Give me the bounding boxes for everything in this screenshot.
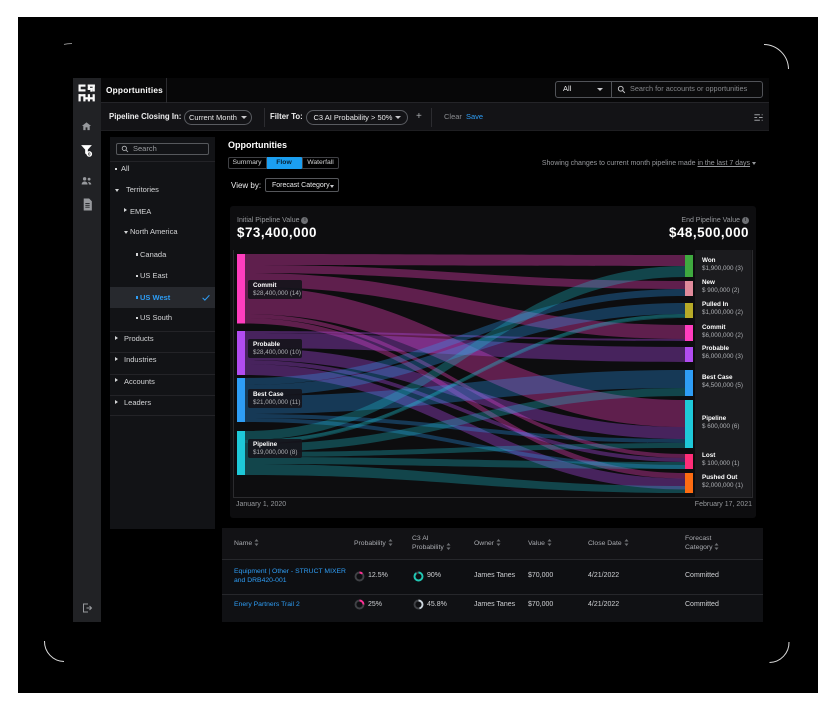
- svg-text:0: 0: [88, 152, 91, 157]
